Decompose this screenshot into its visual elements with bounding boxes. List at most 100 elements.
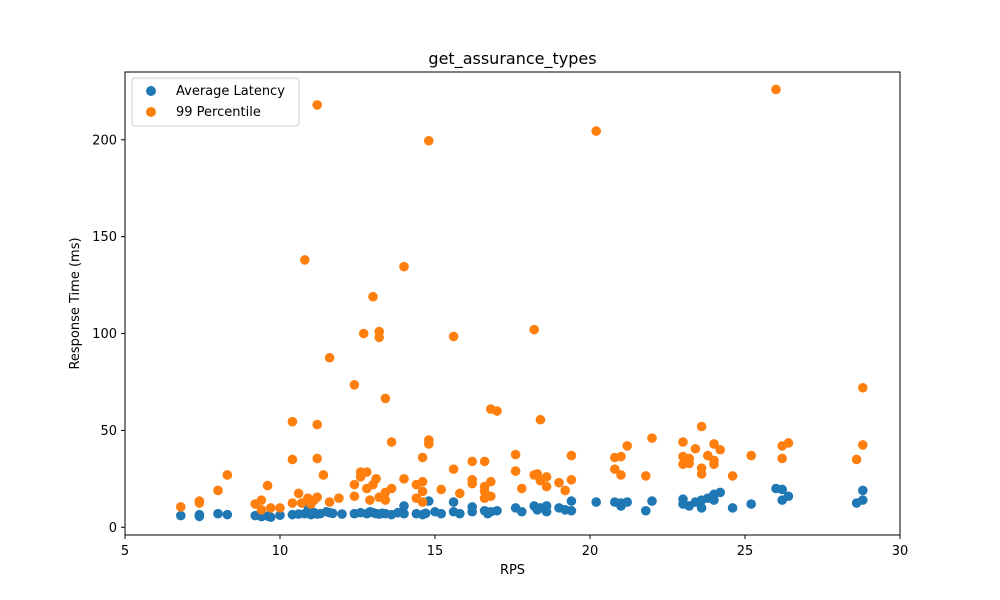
points-layer xyxy=(176,84,868,522)
point-99-percentile xyxy=(368,291,378,302)
point-99-percentile xyxy=(610,464,620,474)
point-average-latency xyxy=(222,509,233,520)
point-99-percentile xyxy=(362,467,372,477)
x-tick-label: 15 xyxy=(427,544,444,559)
point-99-percentile xyxy=(851,454,862,465)
point-99-percentile xyxy=(647,433,657,443)
point-average-latency xyxy=(777,484,787,495)
point-average-latency xyxy=(591,497,601,507)
chart-title: get_assurance_types xyxy=(428,49,596,69)
x-tick-label: 20 xyxy=(582,544,599,559)
point-99-percentile xyxy=(448,464,459,474)
legend-frame xyxy=(131,77,300,127)
point-99-percentile xyxy=(486,476,496,487)
point-99-percentile xyxy=(535,414,546,425)
point-99-percentile xyxy=(349,479,360,490)
point-99-percentile xyxy=(486,491,496,502)
point-99-percentile xyxy=(479,456,490,467)
point-average-latency xyxy=(746,499,756,509)
point-99-percentile xyxy=(517,483,527,494)
point-99-percentile xyxy=(300,255,310,265)
point-99-percentile xyxy=(858,440,868,450)
y-tick-label: 150 xyxy=(92,230,117,245)
point-99-percentile xyxy=(324,352,335,363)
point-average-latency xyxy=(647,496,657,506)
point-average-latency xyxy=(399,501,409,511)
point-99-percentile xyxy=(771,84,781,95)
point-99-percentile xyxy=(417,486,428,497)
point-average-latency xyxy=(541,506,552,517)
point-99-percentile xyxy=(455,488,465,499)
y-axis-ticks: 0 50 100 150 200 xyxy=(92,133,125,536)
point-99-percentile xyxy=(541,481,552,492)
point-average-latency xyxy=(467,506,478,517)
point-99-percentile xyxy=(783,438,794,448)
point-average-latency xyxy=(696,503,707,513)
point-average-latency xyxy=(448,497,459,507)
x-tick-label: 10 xyxy=(272,544,289,559)
point-average-latency xyxy=(455,508,465,519)
legend: Average Latency 99 Percentile xyxy=(131,77,300,127)
point-99-percentile xyxy=(399,261,409,272)
legend-marker-99-percentile xyxy=(146,107,156,117)
point-average-latency xyxy=(622,497,632,507)
point-average-latency xyxy=(420,508,431,519)
point-99-percentile xyxy=(256,495,267,505)
point-99-percentile xyxy=(349,380,360,390)
point-99-percentile xyxy=(709,459,719,470)
point-average-latency xyxy=(517,506,527,517)
point-99-percentile xyxy=(510,466,521,476)
point-99-percentile xyxy=(318,470,329,480)
point-99-percentile xyxy=(312,100,323,110)
point-99-percentile xyxy=(616,451,626,462)
point-average-latency xyxy=(709,495,719,505)
point-99-percentile xyxy=(334,493,344,503)
point-99-percentile xyxy=(287,498,298,508)
point-99-percentile xyxy=(529,324,539,335)
y-axis-label: Response Time (ms) xyxy=(68,237,83,369)
point-average-latency xyxy=(858,485,868,496)
point-99-percentile xyxy=(709,439,719,449)
point-average-latency xyxy=(436,508,447,519)
point-99-percentile xyxy=(690,443,701,454)
y-tick-label: 0 xyxy=(109,521,117,536)
point-average-latency xyxy=(176,510,186,521)
x-tick-label: 30 xyxy=(892,544,909,559)
point-99-percentile xyxy=(262,480,273,491)
point-average-latency xyxy=(213,508,223,519)
point-99-percentile xyxy=(293,488,304,499)
point-99-percentile xyxy=(424,135,434,146)
point-average-latency xyxy=(715,487,725,498)
point-99-percentile xyxy=(696,421,707,432)
point-99-percentile xyxy=(591,126,601,136)
point-average-latency xyxy=(337,509,347,519)
y-tick-label: 50 xyxy=(100,424,117,439)
point-99-percentile xyxy=(417,452,428,463)
point-99-percentile xyxy=(696,469,707,479)
point-99-percentile xyxy=(374,332,385,343)
point-99-percentile xyxy=(287,416,298,427)
y-tick-label: 200 xyxy=(92,133,117,148)
point-99-percentile xyxy=(746,450,756,461)
point-99-percentile xyxy=(386,437,397,447)
point-99-percentile xyxy=(349,491,360,502)
point-99-percentile xyxy=(399,474,409,484)
point-99-percentile xyxy=(417,497,428,507)
point-average-latency xyxy=(858,495,868,505)
point-99-percentile xyxy=(176,502,186,512)
point-99-percentile xyxy=(510,449,521,460)
plot-frame xyxy=(124,71,901,536)
point-average-latency xyxy=(194,511,205,522)
point-99-percentile xyxy=(213,485,223,496)
point-99-percentile xyxy=(256,505,267,515)
point-99-percentile xyxy=(777,453,787,464)
point-99-percentile xyxy=(417,476,428,487)
point-average-latency xyxy=(727,503,738,513)
point-99-percentile xyxy=(467,478,478,489)
point-99-percentile xyxy=(312,453,323,464)
point-99-percentile xyxy=(358,328,369,339)
point-99-percentile xyxy=(566,450,577,461)
legend-label-average-latency: Average Latency xyxy=(176,84,285,99)
point-99-percentile xyxy=(312,419,323,430)
